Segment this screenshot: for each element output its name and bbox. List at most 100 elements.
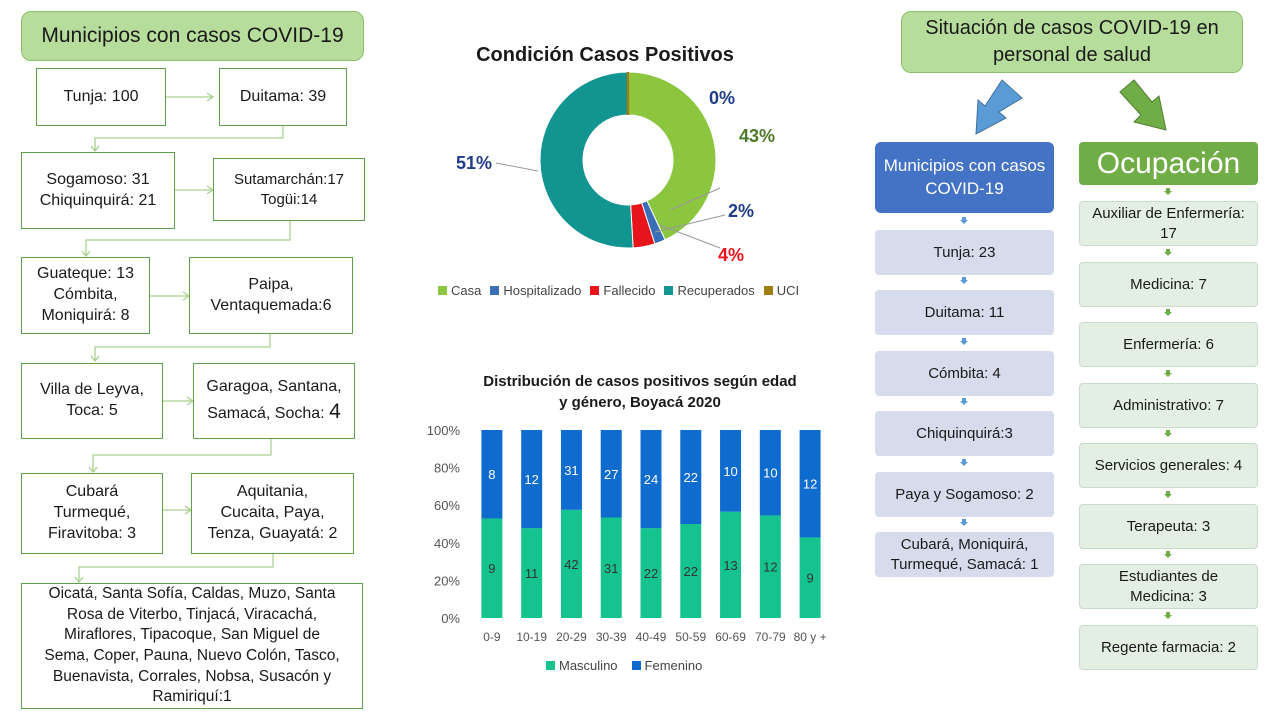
donut-chart [495, 71, 726, 249]
connector-arrow-icon [960, 217, 968, 224]
occ-item-terapeuta: Terapeuta: 3 [1079, 504, 1258, 549]
bar-title: Distribución de casos positivos según ed… [483, 373, 797, 411]
data-label-masculino: 22 [644, 566, 658, 581]
occ-item-enfermeria: Enfermería: 6 [1079, 322, 1258, 367]
bar-masculino [600, 517, 622, 618]
connector-arrow-icon [960, 277, 968, 284]
data-label-femenino: 24 [644, 472, 658, 487]
muni-header: Municipios con casos COVID-19 [875, 142, 1054, 213]
right-small-arrows [960, 188, 1172, 619]
x-tick-label: 40-49 [636, 630, 667, 644]
donut-label-hospitalizado: 2% [728, 201, 755, 221]
bar-femenino [680, 430, 702, 524]
garagoa-count: 4 [329, 399, 341, 423]
donut-label-uci: 0% [709, 88, 736, 108]
donut-title: Condición Casos Positivos [476, 44, 734, 66]
bar-femenino [799, 430, 821, 538]
data-label-femenino: 22 [684, 470, 698, 485]
data-label-masculino: 9 [806, 571, 813, 586]
donut-leader-line [495, 162, 539, 172]
x-tick-label: 70-79 [755, 630, 786, 644]
data-label-masculino: 11 [525, 566, 539, 581]
bar-femenino [481, 430, 503, 519]
x-tick-label: 20-29 [556, 630, 587, 644]
y-tick-label: 40% [434, 536, 460, 551]
data-label-femenino: 12 [524, 472, 538, 487]
connector-arrow-icon [960, 519, 968, 526]
occ-item-estudiantes: Estudiantes de Medicina: 3 [1079, 564, 1258, 609]
y-tick-label: 100% [427, 423, 461, 438]
connector-arrow-icon [1164, 370, 1172, 377]
garagoa-label: Garagoa, Santana, Samacá, Socha: [206, 377, 342, 422]
occ-item-medicina: Medicina: 7 [1079, 262, 1258, 307]
donut-legend: Casa Hospitalizado Fallecido Recuperados… [438, 283, 828, 298]
bar-femenino [560, 430, 582, 510]
connector-arrow-icon [1164, 309, 1172, 316]
bar-femenino [521, 430, 543, 529]
bar-masculino [521, 528, 543, 618]
x-tick-label: 80 y + [794, 630, 827, 644]
donut-leader-line [659, 224, 721, 249]
bar-masculino [481, 518, 503, 618]
box-duitama: Duitama: 39 [219, 68, 347, 126]
data-label-masculino: 9 [488, 561, 495, 576]
bar-masculino [680, 524, 702, 618]
data-label-femenino: 27 [604, 467, 618, 482]
box-tunja: Tunja: 100 [36, 68, 166, 126]
data-label-femenino: 8 [488, 467, 495, 482]
bar-legend: Masculino Femenino [546, 658, 702, 673]
connector-arrow-icon [960, 459, 968, 466]
x-tick-label: 30-39 [596, 630, 627, 644]
connector-arrow-icon [1164, 491, 1172, 498]
connector-arrow-icon [1164, 188, 1172, 195]
y-tick-label: 60% [434, 498, 460, 513]
data-label-masculino: 42 [564, 557, 578, 572]
muni-item-duitama: Duitama: 11 [875, 290, 1054, 335]
donut-leader-line [654, 214, 726, 233]
occ-item-auxiliar: Auxiliar de Enfermería: 17 [1079, 201, 1258, 246]
bar-femenino [759, 430, 781, 516]
data-label-femenino: 31 [564, 463, 578, 478]
data-label-femenino: 10 [723, 464, 737, 479]
bar-masculino [759, 515, 781, 618]
box-aquitania: Aquitania, Cucaita, Paya, Tenza, Guayatá… [191, 473, 354, 554]
connector-arrow-icon [1164, 249, 1172, 256]
stacked-bar-chart: 0% 20% 40% 60% 80% 100% 9 8 0-9 11 12 10-19 42 31 20-2… [427, 423, 827, 644]
box-paipa: Paipa, Ventaquemada:6 [189, 257, 353, 334]
data-label-masculino: 22 [684, 564, 698, 579]
bar-masculino [640, 528, 662, 618]
donut-label-casa: 43% [739, 126, 776, 146]
legend-fallecido: Fallecido [590, 283, 655, 298]
bar-masculino [720, 511, 742, 618]
legend-hospitalizado: Hospitalizado [490, 283, 581, 298]
donut-leader-line [669, 187, 721, 211]
occ-item-regente: Regente farmacia: 2 [1079, 625, 1258, 670]
data-label-femenino: 12 [803, 477, 817, 492]
ocupacion-header: Ocupación [1079, 142, 1258, 185]
bar-masculino [799, 537, 821, 618]
connector-arrow-icon [1164, 551, 1172, 558]
data-label-masculino: 12 [763, 560, 777, 575]
box-sogamoso: Sogamoso: 31 Chiquinquirá: 21 [21, 152, 175, 229]
y-tick-label: 0% [441, 611, 460, 626]
legend-uci: UCI [763, 283, 799, 298]
arrow-down-blue-icon [975, 79, 1023, 135]
data-label-masculino: 13 [723, 558, 737, 573]
y-tick-label: 20% [434, 573, 460, 588]
bar-femenino [600, 430, 622, 518]
muni-item-paya: Paya y Sogamoso: 2 [875, 472, 1054, 517]
left-connectors [74, 92, 291, 584]
box-cubara: Cubará Turmequé, Firavitoba: 3 [21, 473, 163, 554]
x-tick-label: 60-69 [715, 630, 746, 644]
x-tick-label: 50-59 [675, 630, 706, 644]
muni-item-tunja: Tunja: 23 [875, 230, 1054, 275]
donut-label-fallecido: 4% [718, 245, 745, 265]
occ-item-servicios: Servicios generales: 4 [1079, 443, 1258, 488]
legend-masculino: Masculino [546, 658, 618, 673]
x-tick-label: 10-19 [516, 630, 547, 644]
muni-item-combita: Cómbita: 4 [875, 351, 1054, 396]
bar-masculino [560, 509, 582, 618]
muni-item-chiquinquira: Chiquinquirá:3 [875, 411, 1054, 456]
bar-femenino [640, 430, 662, 529]
box-sutamarchan: Sutamarchán:17 Togüi:14 [213, 158, 365, 221]
